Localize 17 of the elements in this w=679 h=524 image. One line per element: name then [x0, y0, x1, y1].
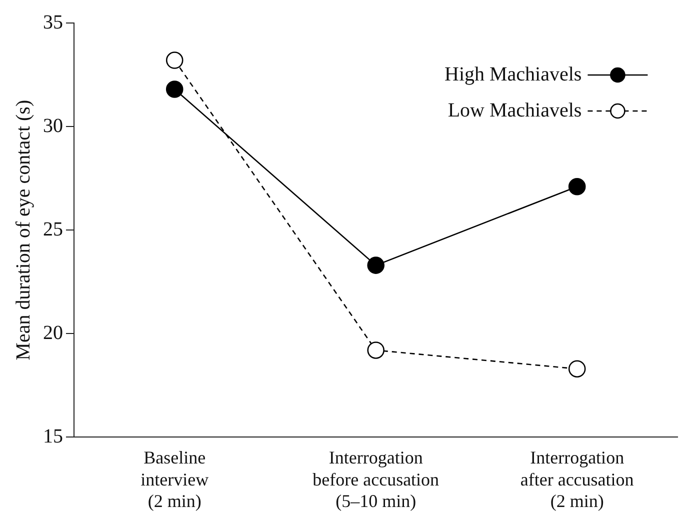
- y-tick-label: 15: [43, 425, 63, 448]
- x-tick-label: Baseline interview (2 min): [140, 448, 209, 511]
- y-tick-label: 30: [43, 114, 63, 137]
- point: [568, 178, 586, 196]
- x-tick-label: Interrogation after accusation (2 min): [520, 448, 634, 511]
- y-tick-label: 20: [43, 322, 63, 344]
- y-tick-label: 25: [43, 218, 63, 240]
- point: [166, 52, 184, 69]
- point: [367, 342, 384, 359]
- legend-label: High Machiavels: [444, 63, 582, 86]
- point: [166, 80, 184, 98]
- y-axis-title: Mean duration of eye contact (s): [12, 100, 34, 360]
- x-tick-label: Interrogation before accusation (5–10 min): [312, 448, 440, 511]
- point: [568, 360, 586, 378]
- point: [367, 256, 384, 274]
- legend-label: Low Machiavels: [448, 99, 582, 122]
- y-tick-label: 35: [43, 11, 63, 34]
